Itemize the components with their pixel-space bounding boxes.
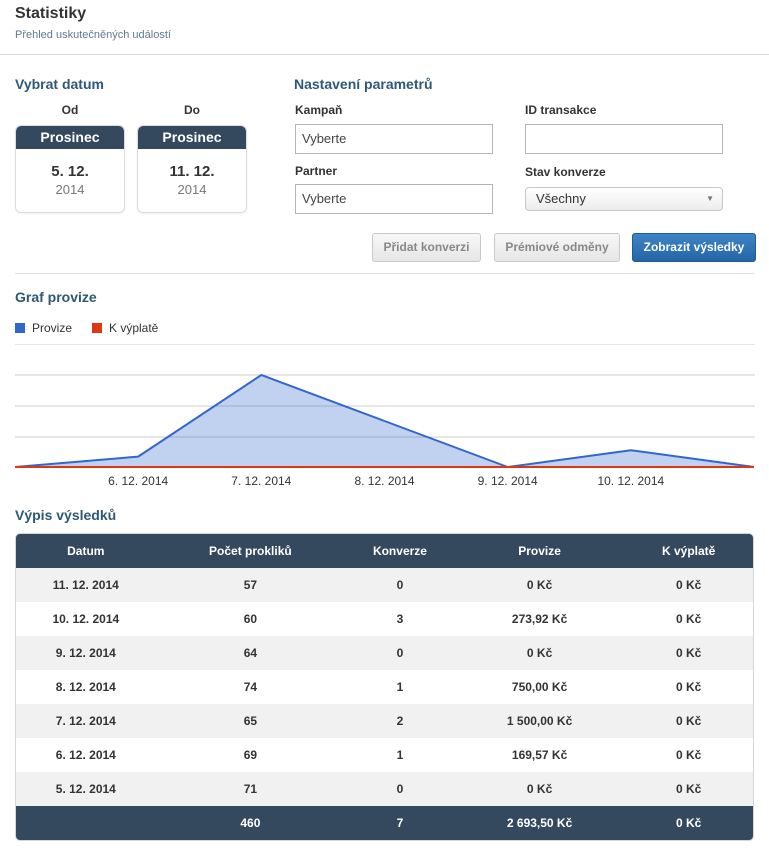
campaign-input[interactable]: Vyberte (295, 124, 493, 154)
cell-clicks: 69 (243, 748, 258, 762)
cell-commission: 0 Kč (526, 578, 553, 592)
cell-payout: 0 Kč (676, 714, 702, 728)
legend-swatch-k-vyplate (92, 323, 102, 333)
cell-clicks: 64 (243, 646, 258, 660)
cell-commission: 273,92 Kč (511, 612, 568, 626)
column-header-date: Datum (67, 544, 105, 558)
cell-conversions: 2 (396, 714, 404, 728)
cell-date: 11. 12. 2014 (52, 578, 119, 592)
cell-date: 5. 12. 2014 (55, 782, 116, 796)
cell-date: 10. 12. 2014 (52, 612, 120, 626)
cell-payout: 0 Kč (676, 748, 702, 762)
table-row: 8. 12. 2014 74 1 750,00 Kč 0 Kč (16, 670, 753, 704)
date-to-picker[interactable]: Prosinec 11. 12. 2014 (137, 125, 247, 213)
date-to-label: Do (184, 103, 200, 117)
legend-label-k-vyplate: K výplatě (109, 321, 159, 335)
date-from-picker[interactable]: Prosinec 5. 12. 2014 (15, 125, 125, 213)
cell-clicks: 60 (243, 612, 258, 626)
cell-payout: 0 Kč (676, 578, 702, 592)
date-to-day: 11. 12. (169, 163, 215, 180)
cell-payout: 0 Kč (676, 646, 702, 660)
date-from-year: 2014 (55, 182, 85, 197)
results-table: Datum Počet prokliků Konverze Provize K … (15, 533, 754, 841)
partner-input[interactable]: Vyberte (295, 184, 493, 214)
cell-commission: 1 500,00 Kč (506, 714, 573, 728)
page-header: Statistiky Přehled uskutečněných událost… (0, 0, 769, 55)
date-from-day: 5. 12. (51, 163, 89, 180)
date-from-label: Od (61, 103, 79, 117)
cell-conversions: 1 (396, 680, 404, 694)
chart-x-tick-label: 7. 12. 2014 (231, 474, 291, 488)
section-divider (15, 273, 754, 274)
cell-commission: 0 Kč (526, 646, 553, 660)
conversion-state-value: Všechny (536, 191, 586, 206)
commission-chart: 6. 12. 2014 7. 12. 2014 8. 12. 2014 9. 12. … (15, 344, 755, 488)
table-row: 6. 12. 2014 69 1 169,57 Kč 0 Kč (16, 738, 753, 772)
date-to-year: 2014 (177, 182, 207, 197)
cell-conversions: 0 (396, 782, 404, 796)
column-header-clicks: Počet prokliků (209, 544, 292, 558)
cell-conversions: 3 (396, 612, 404, 626)
page-subtitle: Přehled uskutečněných událostí (15, 29, 171, 41)
column-header-payout: K výplatě (662, 544, 716, 558)
cell-commission: 169,57 Kč (511, 748, 568, 762)
total-conversions: 7 (396, 816, 404, 830)
cell-conversions: 0 (396, 646, 404, 660)
premium-rewards-button[interactable]: Prémiové odměny (494, 233, 620, 262)
transaction-id-label: ID transakce (525, 103, 597, 117)
table-row: 10. 12. 2014 60 3 273,92 Kč 0 Kč (16, 602, 753, 636)
cell-conversions: 0 (396, 578, 404, 592)
cell-payout: 0 Kč (676, 782, 702, 796)
conversion-state-label: Stav konverze (525, 165, 606, 179)
params-section-title: Nastavení parametrů (294, 76, 433, 92)
cell-date: 9. 12. 2014 (55, 646, 116, 660)
legend-swatch-provize (15, 323, 25, 333)
cell-clicks: 71 (243, 782, 258, 796)
chart-x-tick-label: 8. 12. 2014 (354, 474, 414, 488)
total-clicks: 460 (240, 816, 261, 830)
chart-x-tick-label: 6. 12. 2014 (108, 474, 168, 488)
table-row: 11. 12. 2014 57 0 0 Kč 0 Kč (16, 568, 753, 602)
total-commission: 2 693,50 Kč (506, 816, 573, 830)
chart-x-tick-label: 9. 12. 2014 (478, 474, 538, 488)
cell-date: 7. 12. 2014 (55, 714, 116, 728)
add-conversion-button[interactable]: Přidat konverzi (372, 233, 481, 262)
show-results-button[interactable]: Zobrazit výsledky (632, 233, 756, 262)
total-payout: 0 Kč (676, 816, 702, 830)
legend-item-provize: Provize (15, 321, 72, 335)
campaign-label: Kampaň (295, 103, 343, 117)
date-section-title: Vybrat datum (15, 76, 104, 92)
chart-section-title: Graf provize (15, 289, 97, 305)
cell-commission: 750,00 Kč (511, 680, 568, 694)
column-header-conversions: Konverze (372, 544, 427, 558)
cell-clicks: 57 (243, 578, 258, 592)
table-header-row: Datum Počet prokliků Konverze Provize K … (16, 534, 753, 568)
transaction-id-input[interactable] (525, 124, 723, 154)
page-title: Statistiky (15, 5, 87, 22)
chevron-down-icon: ▼ (706, 194, 714, 203)
date-to-month: Prosinec (138, 126, 246, 149)
cell-clicks: 74 (243, 680, 258, 694)
results-section-title: Výpis výsledků (15, 507, 117, 523)
chart-x-tick-label: 10. 12. 2014 (597, 474, 664, 488)
partner-label: Partner (295, 164, 338, 178)
legend-label-provize: Provize (32, 321, 73, 335)
column-header-commission: Provize (518, 544, 561, 558)
cell-payout: 0 Kč (676, 680, 702, 694)
legend-item-k-vyplate: K výplatě (92, 321, 158, 335)
cell-commission: 0 Kč (526, 782, 553, 796)
table-row: 7. 12. 2014 65 2 1 500,00 Kč 0 Kč (16, 704, 753, 738)
date-from-month: Prosinec (16, 126, 124, 149)
table-row: 9. 12. 2014 64 0 0 Kč 0 Kč (16, 636, 753, 670)
cell-clicks: 65 (243, 714, 258, 728)
conversion-state-select[interactable]: Všechny ▼ (525, 187, 723, 211)
cell-payout: 0 Kč (676, 612, 702, 626)
table-totals-row: 460 7 2 693,50 Kč 0 Kč (16, 806, 753, 840)
cell-date: 6. 12. 2014 (55, 748, 116, 762)
cell-date: 8. 12. 2014 (55, 680, 116, 694)
table-row: 5. 12. 2014 71 0 0 Kč 0 Kč (16, 772, 753, 806)
cell-conversions: 1 (396, 748, 404, 762)
